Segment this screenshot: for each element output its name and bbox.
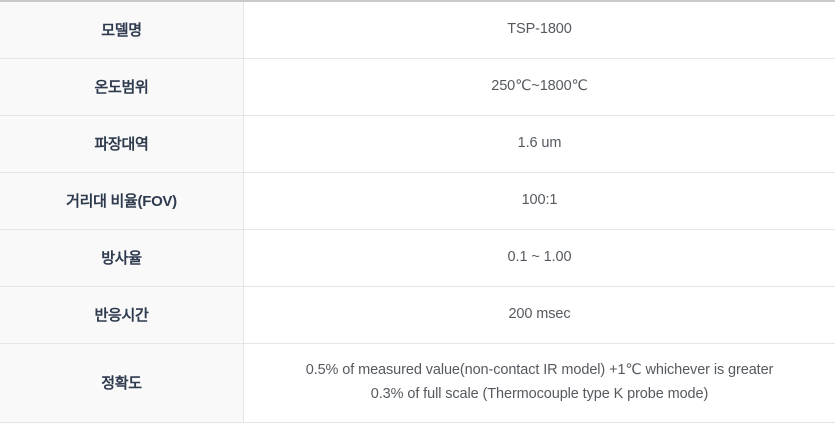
value-line: 1.6 um bbox=[517, 134, 562, 151]
spec-value-response-time: 200 msec bbox=[243, 286, 835, 344]
table-row: 모델명 TSP-1800 bbox=[0, 1, 835, 59]
spec-value-temperature-range: 250℃~1800℃ bbox=[243, 58, 835, 116]
spec-label-wavelength-band: 파장대역 bbox=[0, 115, 244, 173]
spec-label-distance-ratio-fov: 거리대 비율(FOV) bbox=[0, 172, 244, 230]
table-row: 거리대 비율(FOV) 100:1 bbox=[0, 172, 835, 230]
spec-label-response-time: 반응시간 bbox=[0, 286, 244, 344]
table-row: 방사율 0.1 ~ 1.00 bbox=[0, 229, 835, 287]
specification-table-body: 모델명 TSP-1800 온도범위 250℃~1800℃ 파장대역 1.6 um… bbox=[0, 1, 835, 422]
value-line: 250℃~1800℃ bbox=[491, 77, 588, 94]
table-row: 파장대역 1.6 um bbox=[0, 115, 835, 173]
value-line: 0.3% of full scale (Thermocouple type K … bbox=[370, 385, 709, 402]
table-row: 반응시간 200 msec bbox=[0, 286, 835, 344]
spec-label-model-name: 모델명 bbox=[0, 1, 244, 59]
spec-value-wavelength-band: 1.6 um bbox=[243, 115, 835, 173]
spec-value-model-name: TSP-1800 bbox=[243, 1, 835, 59]
value-line: 0.5% of measured value(non-contact IR mo… bbox=[305, 362, 774, 379]
spec-value-emissivity: 0.1 ~ 1.00 bbox=[243, 229, 835, 287]
value-line: 0.1 ~ 1.00 bbox=[507, 248, 572, 265]
table-row: 정확도 0.5% of measured value(non-contact I… bbox=[0, 343, 835, 422]
spec-value-accuracy: 0.5% of measured value(non-contact IR mo… bbox=[243, 343, 835, 422]
spec-label-temperature-range: 온도범위 bbox=[0, 58, 244, 116]
value-line: 200 msec bbox=[508, 305, 571, 322]
spec-label-emissivity: 방사율 bbox=[0, 229, 244, 287]
spec-value-distance-ratio-fov: 100:1 bbox=[243, 172, 835, 230]
value-line: TSP-1800 bbox=[507, 21, 572, 37]
spec-label-accuracy: 정확도 bbox=[0, 343, 244, 422]
table-row: 온도범위 250℃~1800℃ bbox=[0, 58, 835, 116]
value-line: 100:1 bbox=[521, 191, 558, 208]
